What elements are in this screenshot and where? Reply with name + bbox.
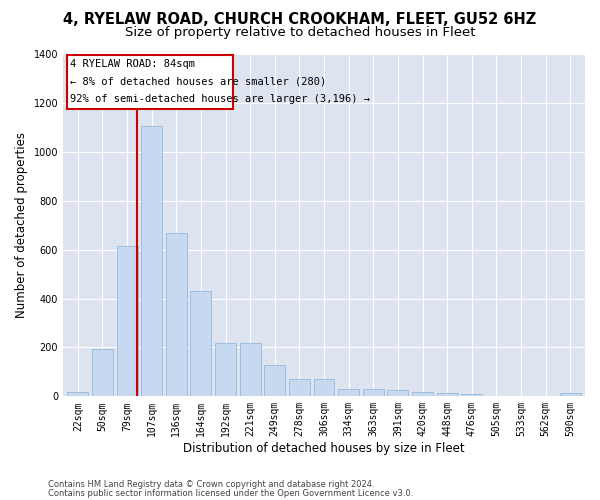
Bar bbox=[338, 389, 359, 396]
FancyBboxPatch shape bbox=[67, 55, 233, 109]
Bar bbox=[239, 342, 260, 396]
Bar bbox=[141, 126, 162, 396]
Text: 4, RYELAW ROAD, CHURCH CROOKHAM, FLEET, GU52 6HZ: 4, RYELAW ROAD, CHURCH CROOKHAM, FLEET, … bbox=[64, 12, 536, 28]
Text: 4 RYELAW ROAD: 84sqm: 4 RYELAW ROAD: 84sqm bbox=[70, 59, 196, 69]
Y-axis label: Number of detached properties: Number of detached properties bbox=[15, 132, 28, 318]
Bar bbox=[461, 394, 482, 396]
Bar bbox=[437, 392, 458, 396]
Text: Contains HM Land Registry data © Crown copyright and database right 2024.: Contains HM Land Registry data © Crown c… bbox=[48, 480, 374, 489]
Bar bbox=[67, 392, 88, 396]
X-axis label: Distribution of detached houses by size in Fleet: Distribution of detached houses by size … bbox=[183, 442, 465, 455]
Bar bbox=[560, 392, 581, 396]
Bar bbox=[92, 348, 113, 397]
Bar bbox=[265, 364, 285, 396]
Bar bbox=[190, 291, 211, 397]
Bar bbox=[289, 379, 310, 396]
Bar bbox=[314, 379, 334, 396]
Text: Contains public sector information licensed under the Open Government Licence v3: Contains public sector information licen… bbox=[48, 488, 413, 498]
Bar bbox=[388, 390, 409, 396]
Bar bbox=[215, 342, 236, 396]
Bar bbox=[412, 392, 433, 396]
Text: 92% of semi-detached houses are larger (3,196) →: 92% of semi-detached houses are larger (… bbox=[70, 94, 370, 104]
Text: ← 8% of detached houses are smaller (280): ← 8% of detached houses are smaller (280… bbox=[70, 76, 326, 86]
Bar bbox=[363, 389, 384, 396]
Bar bbox=[166, 232, 187, 396]
Bar bbox=[116, 246, 137, 396]
Text: Size of property relative to detached houses in Fleet: Size of property relative to detached ho… bbox=[125, 26, 475, 39]
